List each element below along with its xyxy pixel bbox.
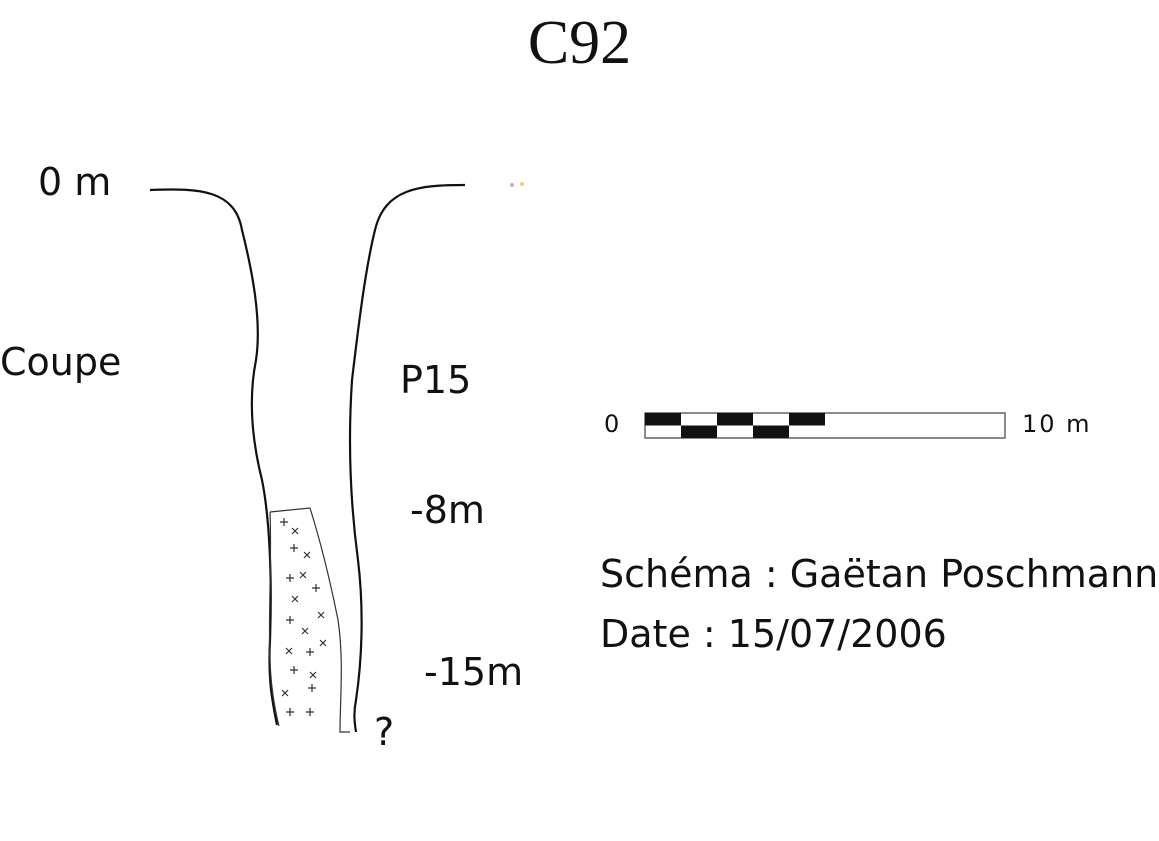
scale-bar	[644, 412, 1006, 439]
cave-wall-right	[348, 183, 466, 733]
unknown-continuation-label: ?	[374, 710, 395, 754]
depth-label-surface: 0 m	[38, 160, 112, 204]
scale-bar-segment	[681, 425, 717, 438]
shaft-label: P15	[400, 358, 472, 402]
page-title: C92	[527, 9, 632, 77]
scale-bar-start-label: 0	[604, 410, 622, 438]
scale-bar-segment	[645, 413, 681, 426]
scale-bar-segment	[717, 413, 753, 426]
cave-wall-left	[149, 188, 279, 726]
debris-fill-zone	[268, 507, 350, 733]
depth-label-15m: -15m	[424, 650, 524, 694]
scale-bar-segment	[753, 425, 789, 438]
schema-credit: Schéma : Gaëtan Poschmann	[600, 552, 1159, 596]
survey-date: Date : 15/07/2006	[600, 612, 947, 656]
scale-bar-end-label: 10 m	[1022, 410, 1092, 438]
scale-bar-segment	[789, 413, 825, 426]
debris-texture	[280, 518, 327, 716]
view-type-label: Coupe	[0, 340, 122, 384]
depth-label-8m: -8m	[410, 488, 485, 532]
